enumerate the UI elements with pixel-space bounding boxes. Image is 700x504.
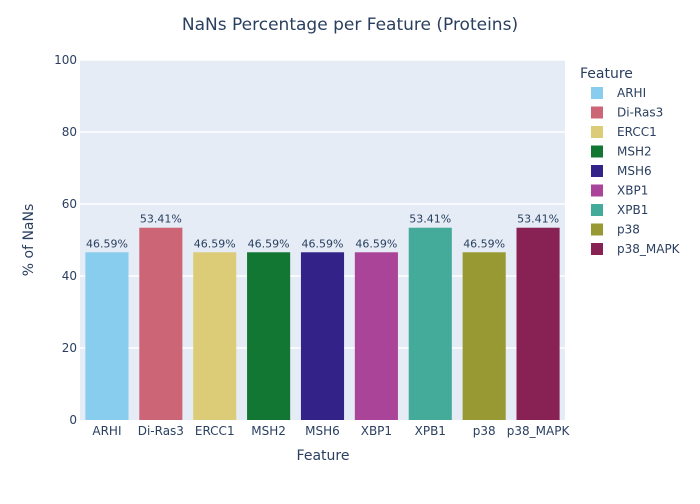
y-tick-label: 60	[62, 197, 77, 211]
data-label: 46.59%	[86, 237, 128, 250]
legend-item-arhi[interactable]: ARHI	[591, 86, 646, 100]
data-label: 53.41%	[409, 213, 451, 226]
y-axis-title: % of NaNs	[21, 204, 37, 277]
legend-label: ERCC1	[617, 125, 657, 139]
legend-swatch	[591, 223, 603, 236]
legend-label: XPB1	[617, 203, 648, 217]
y-tick-label: 40	[62, 269, 77, 283]
bar-xpb1[interactable]	[408, 227, 452, 420]
legend-title: Feature	[580, 66, 633, 82]
y-tick-label: 100	[54, 53, 77, 67]
x-tick-label: XBP1	[361, 424, 392, 438]
x-tick-label: XPB1	[415, 424, 446, 438]
legend-item-ercc1[interactable]: ERCC1	[591, 125, 657, 139]
x-tick-label: p38	[473, 424, 496, 438]
data-label: 46.59%	[355, 237, 397, 250]
bar-msh6[interactable]	[300, 252, 345, 420]
legend-item-p38[interactable]: p38	[591, 223, 640, 237]
bar-p38[interactable]	[462, 252, 506, 420]
legend-label: MSH2	[617, 145, 652, 159]
y-tick-labels: 0 20 40 60 80 100	[54, 53, 77, 427]
x-tick-label: p38_MAPK	[507, 424, 571, 438]
legend-swatch	[591, 106, 603, 119]
data-labels: 46.59% 53.41% 46.59% 46.59% 46.59% 46.59% 53.4…	[86, 213, 559, 251]
bar-msh2[interactable]	[247, 252, 291, 420]
x-tick-label: MSH2	[251, 424, 286, 438]
bar-ercc1[interactable]	[193, 252, 237, 420]
data-label: 46.59%	[463, 237, 505, 250]
x-tick-label: ERCC1	[195, 424, 235, 438]
data-label: 53.41%	[517, 213, 559, 226]
bar-arhi[interactable]	[85, 252, 129, 420]
data-label: 46.59%	[248, 237, 290, 250]
y-tick-label: 20	[62, 341, 77, 355]
legend-item-p38-mapk[interactable]: p38_MAPK	[591, 242, 681, 256]
legend-swatch	[591, 87, 603, 99]
legend-label: p38_MAPK	[617, 242, 681, 256]
x-axis-title: Feature	[297, 448, 350, 464]
chart-title: NaNs Percentage per Feature (Proteins)	[182, 15, 518, 35]
legend[interactable]: Feature ARHI Di-Ras3 ERCC1 MSH2 MSH6 XBP1 XPB1…	[580, 66, 681, 256]
legend-swatch	[591, 165, 603, 177]
x-tick-label: ARHI	[92, 424, 121, 438]
legend-item-msh6[interactable]: MSH6	[591, 164, 652, 178]
legend-swatch	[591, 126, 603, 138]
x-tick-label: MSH6	[305, 424, 340, 438]
legend-swatch	[591, 184, 603, 197]
legend-item-xbp1[interactable]: XBP1	[591, 184, 648, 198]
legend-item-msh2[interactable]: MSH2	[591, 145, 652, 159]
legend-label: p38	[617, 223, 640, 237]
bar-xbp1[interactable]	[354, 252, 398, 420]
bar-p38-mapk[interactable]	[516, 227, 560, 420]
data-label: 46.59%	[194, 237, 236, 250]
legend-label: XBP1	[617, 184, 648, 198]
bar-di-ras3[interactable]	[139, 227, 183, 420]
data-label: 46.59%	[302, 237, 344, 250]
legend-label: ARHI	[617, 86, 646, 100]
bars	[85, 227, 560, 420]
x-tick-label: Di-Ras3	[138, 424, 184, 438]
legend-swatch	[591, 243, 603, 255]
legend-label: MSH6	[617, 164, 652, 178]
legend-swatch	[591, 145, 603, 158]
legend-swatch	[591, 204, 603, 216]
y-tick-label: 0	[69, 413, 77, 427]
legend-item-xpb1[interactable]: XPB1	[591, 203, 648, 217]
x-tick-labels: ARHI Di-Ras3 ERCC1 MSH2 MSH6 XBP1 XPB1 p38 p38_M…	[92, 424, 570, 438]
legend-items: ARHI Di-Ras3 ERCC1 MSH2 MSH6 XBP1 XPB1 p38 p38_M…	[591, 86, 681, 256]
legend-label: Di-Ras3	[617, 106, 663, 120]
legend-item-di-ras3[interactable]: Di-Ras3	[591, 106, 663, 120]
data-label: 53.41%	[140, 213, 182, 226]
y-tick-label: 80	[62, 125, 77, 139]
